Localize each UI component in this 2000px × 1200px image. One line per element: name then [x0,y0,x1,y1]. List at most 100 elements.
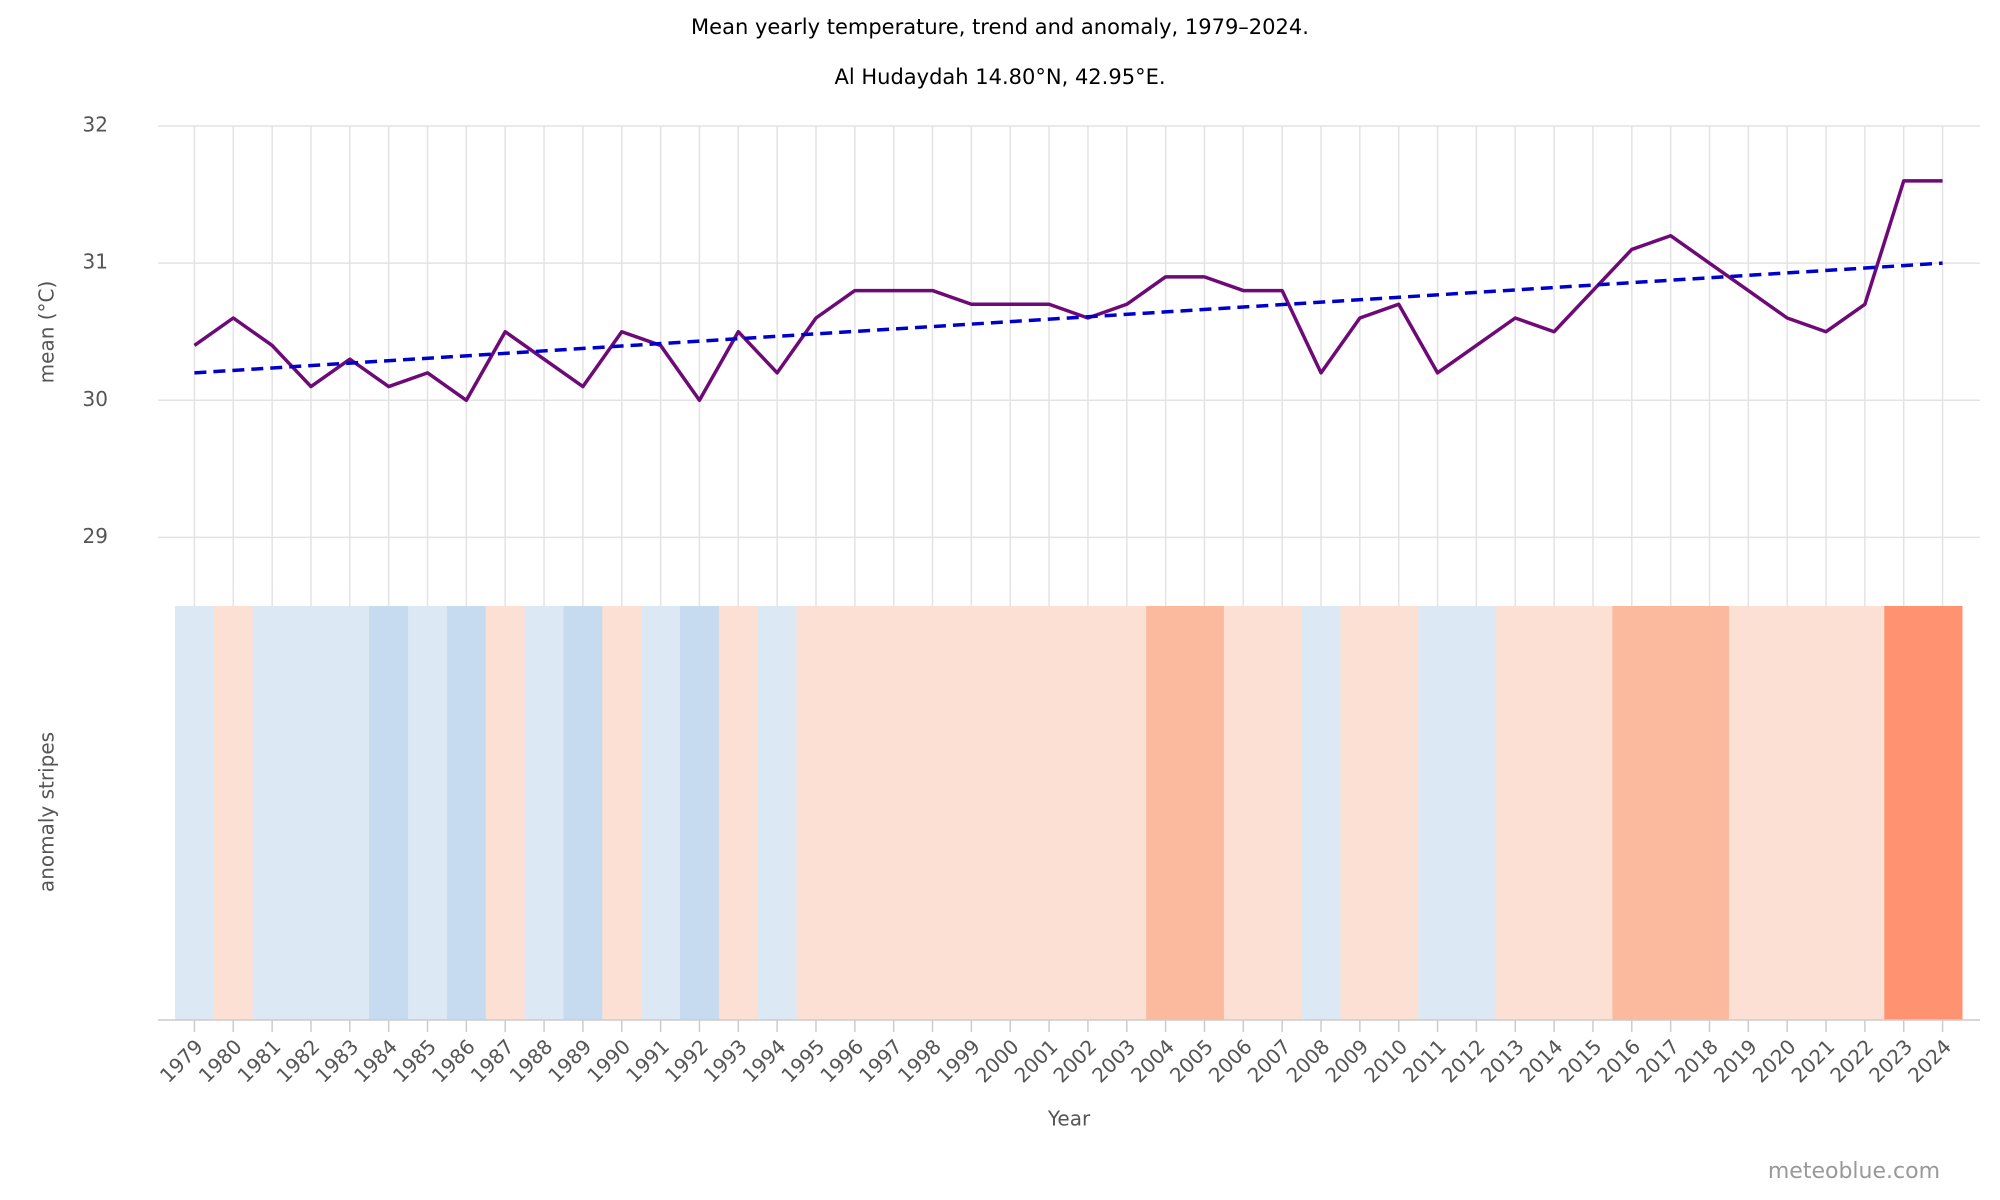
anomaly-stripe [913,606,953,1020]
anomaly-stripe [1029,606,1069,1020]
x-tick-label: 2009 [1320,1034,1373,1087]
x-tick-label: 1987 [466,1034,519,1087]
x-tick-label: 2011 [1398,1034,1451,1087]
anomaly-stripe [1651,606,1691,1020]
temperature-line [193,179,1943,403]
x-tick-label: 1993 [699,1034,752,1087]
x-tick-label: 2001 [1010,1034,1063,1087]
anomaly-stripe [1301,606,1341,1020]
y-tick-label: 29 [83,524,108,548]
anomaly-stripe [175,606,215,1020]
x-tick-label: 2016 [1592,1034,1645,1087]
x-tick-label: 1992 [660,1034,713,1087]
x-tick-label: 1996 [815,1034,868,1087]
x-tick-label: 2024 [1903,1034,1956,1087]
anomaly-stripe [1185,606,1225,1020]
x-tick-label: 2000 [971,1034,1024,1087]
x-tick-label: 1984 [349,1034,402,1087]
y-tick-label: 32 [83,113,108,137]
x-tick-label: 2013 [1476,1034,1529,1087]
x-tick-label: 1990 [582,1034,635,1087]
chart-subtitle: Al Hudaydah 14.80°N, 42.95°E. [834,65,1165,89]
x-tick-label: 2006 [1204,1034,1257,1087]
x-tick-label: 2007 [1243,1034,1296,1087]
anomaly-stripe [369,606,409,1020]
anomaly-stripe [524,606,564,1020]
x-tick-label: 1983 [310,1034,363,1087]
anomaly-stripe [990,606,1031,1020]
anomaly-stripe [680,606,720,1020]
x-axis-label: Year [1047,1107,1091,1131]
anomaly-stripe [874,606,914,1020]
anomaly-stripe [718,606,759,1020]
x-tick-label: 2002 [1048,1034,1101,1087]
x-tick-label: 2014 [1515,1034,1568,1087]
anomaly-stripe [1223,606,1264,1020]
x-tick-label: 1985 [388,1034,441,1087]
x-tick-label: 2012 [1437,1034,1490,1087]
x-tick-label: 1995 [776,1034,829,1087]
anomaly-stripe [835,606,875,1020]
anomaly-stripe [485,606,526,1020]
anomaly-stripe [1107,606,1147,1020]
anomaly-stripe [1418,606,1458,1020]
x-tick-label: 1999 [932,1034,985,1087]
x-tick-label: 1997 [854,1034,907,1087]
x-tick-label: 1981 [233,1034,286,1087]
x-tick-label: 1986 [427,1034,480,1087]
anomaly-stripe [1379,606,1419,1020]
x-tick-label: 1982 [271,1034,324,1087]
anomaly-stripe [563,606,603,1020]
anomaly-stripe [1068,606,1108,1020]
anomaly-stripe [1806,606,1846,1020]
anomaly-stripe [252,606,293,1020]
x-tick-label: 1979 [155,1034,208,1087]
anomaly-stripe [1884,606,1924,1020]
anomaly-stripe [1612,606,1652,1020]
anomaly-stripe [951,606,992,1020]
x-tick-label: 1980 [194,1034,247,1087]
anomaly-stripe [757,606,798,1020]
anomaly-stripe [1767,606,1808,1020]
anomaly-stripe [1845,606,1885,1020]
anomaly-stripe [446,606,487,1020]
x-tick-label: 2010 [1359,1034,1412,1087]
anomaly-stripe [641,606,681,1020]
x-tick-label: 2017 [1631,1034,1684,1087]
x-tick-label: 2003 [1087,1034,1140,1087]
anomaly-stripe [1690,606,1730,1020]
x-tick-label: 2015 [1553,1034,1606,1087]
anomaly-stripe [796,606,836,1020]
x-tick-label: 2021 [1786,1034,1839,1087]
y-axis-label: mean (°C) [35,281,59,384]
anomaly-stripe [291,606,331,1020]
x-tick-label: 2004 [1126,1034,1179,1087]
x-tick-label: 1994 [738,1034,791,1087]
x-tick-label: 2020 [1748,1034,1801,1087]
x-tick-label: 1991 [621,1034,674,1087]
anomaly-stripe [1262,606,1303,1020]
anomaly-stripe [1495,606,1536,1020]
x-tick-label: 2019 [1709,1034,1762,1087]
anomaly-stripe [602,606,642,1020]
trend-line [194,261,1943,375]
anomaly-stripe [1534,606,1575,1020]
x-tick-label: 2018 [1670,1034,1723,1087]
y-tick-label: 31 [83,250,108,274]
y-tick-label: 30 [83,387,108,411]
anomaly-stripe [330,606,370,1020]
credit: meteoblue.com [1768,1159,1940,1184]
x-tick-label: 1988 [505,1034,558,1087]
x-tick-label: 2005 [1165,1034,1218,1087]
x-tick-label: 2023 [1864,1034,1917,1087]
x-tick-label: 2008 [1281,1034,1334,1087]
anomaly-stripe [213,606,254,1020]
anomaly-stripe [1573,606,1613,1020]
anomaly-stripe [1728,606,1769,1020]
x-tick-label: 1998 [893,1034,946,1087]
chart-title: Mean yearly temperature, trend and anoma… [691,15,1309,39]
anomaly-stripe [1923,606,1963,1020]
x-tick-label: 2022 [1825,1034,1878,1087]
stripes-label: anomaly stripes [35,732,59,892]
